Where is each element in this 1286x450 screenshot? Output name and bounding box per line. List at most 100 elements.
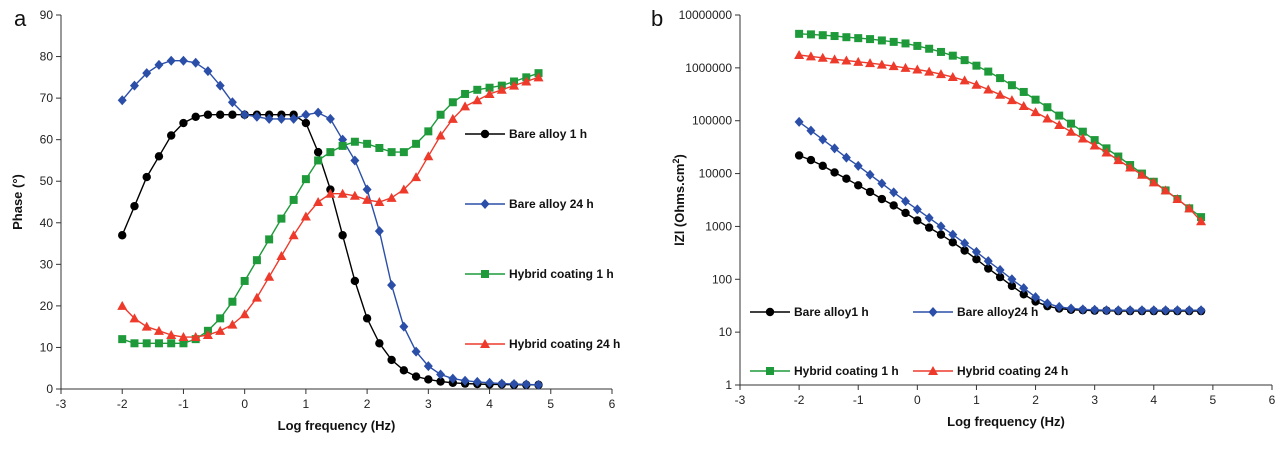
series-hybrid-coating-24-h [794, 50, 1207, 226]
data-point [362, 184, 372, 195]
data-point [865, 187, 875, 197]
data-point [877, 178, 887, 189]
x-tick-label: 4 [486, 397, 493, 411]
data-point [806, 125, 816, 136]
data-point [877, 194, 887, 204]
data-point [386, 192, 397, 202]
data-point [865, 58, 876, 68]
x-tick-label: 2 [1032, 393, 1039, 407]
x-tick-label: 5 [547, 397, 554, 411]
data-point [167, 339, 176, 348]
data-point [300, 211, 311, 221]
data-point [179, 118, 188, 128]
legend-marker [481, 270, 489, 278]
data-point [374, 226, 384, 237]
data-point [1125, 162, 1136, 172]
data-point [900, 62, 911, 72]
data-point [399, 148, 408, 157]
data-point [521, 76, 532, 86]
data-point [1101, 147, 1112, 157]
data-point [806, 30, 815, 39]
data-point [178, 55, 188, 66]
data-point [1161, 305, 1171, 316]
data-point [853, 160, 863, 171]
data-point [1137, 305, 1147, 316]
data-point [841, 152, 851, 163]
data-point [865, 169, 875, 180]
data-point [913, 41, 922, 50]
data-point [203, 66, 213, 77]
x-tick-label: 4 [1150, 393, 1157, 407]
data-point [375, 143, 384, 152]
data-point [350, 276, 360, 286]
legend-label: Bare alloy24 h [957, 305, 1038, 319]
data-point [1149, 305, 1159, 316]
data-point [362, 194, 373, 204]
x-tick-label: 3 [1091, 393, 1098, 407]
data-point [829, 54, 840, 64]
data-point [794, 50, 805, 60]
x-axis-label: Log frequency (Hz) [947, 414, 1065, 429]
data-point [521, 379, 531, 390]
data-point [387, 280, 397, 291]
data-point [1160, 185, 1171, 195]
data-point [252, 256, 261, 265]
legend-marker [766, 367, 774, 375]
data-point [264, 113, 274, 124]
data-point [925, 44, 934, 53]
data-point [842, 174, 851, 183]
data-point [484, 88, 495, 98]
data-point [866, 35, 875, 44]
data-point [129, 80, 139, 91]
data-point [1113, 155, 1124, 165]
x-tick-label: 6 [609, 397, 616, 411]
data-point [1078, 127, 1087, 136]
data-point [888, 61, 899, 71]
data-point [936, 221, 946, 232]
data-point [142, 172, 151, 182]
data-point [830, 143, 840, 154]
legend-item: Bare alloy1 h [750, 305, 869, 319]
data-point [239, 309, 250, 319]
data-point [901, 208, 910, 218]
data-point [818, 31, 827, 40]
x-tick-label: -3 [735, 393, 746, 407]
data-point [411, 172, 422, 182]
data-point [448, 98, 457, 107]
data-point [1184, 305, 1194, 316]
data-point [972, 61, 981, 70]
series-line [121, 72, 539, 344]
y-tick-label: 10000000 [679, 8, 733, 22]
series-bare-alloy-24-h [117, 55, 544, 390]
data-point [995, 89, 1006, 99]
data-point [1042, 298, 1052, 309]
data-point [1196, 305, 1206, 316]
data-point [461, 89, 470, 98]
data-point [412, 139, 421, 148]
data-point [350, 137, 359, 146]
y-tick-label: 10 [719, 325, 733, 339]
series-line [798, 121, 1202, 311]
data-point [1007, 281, 1017, 291]
data-point [338, 231, 347, 240]
legend-label: Bare alloy1 h [794, 305, 869, 319]
x-tick-label: 1 [973, 393, 980, 407]
y-tick-label: 10000 [699, 167, 733, 181]
data-point [1054, 119, 1065, 129]
y-tick-label: 100000 [692, 114, 732, 128]
data-point [924, 212, 934, 223]
data-point [252, 111, 262, 122]
data-point [984, 264, 993, 273]
data-point [411, 346, 421, 357]
data-point [1042, 113, 1053, 123]
data-point [276, 113, 286, 124]
data-point [154, 339, 163, 348]
data-point [497, 378, 507, 389]
data-point [485, 83, 494, 92]
chart-panel-b: -3 -2 -1 0 1 2 3 4 5 6 1 10 100 1000 10000 100000 100000… [651, 6, 1276, 429]
data-point [534, 379, 544, 390]
data-point [889, 37, 898, 46]
x-tick-label: 2 [364, 397, 371, 411]
data-point [423, 361, 433, 372]
